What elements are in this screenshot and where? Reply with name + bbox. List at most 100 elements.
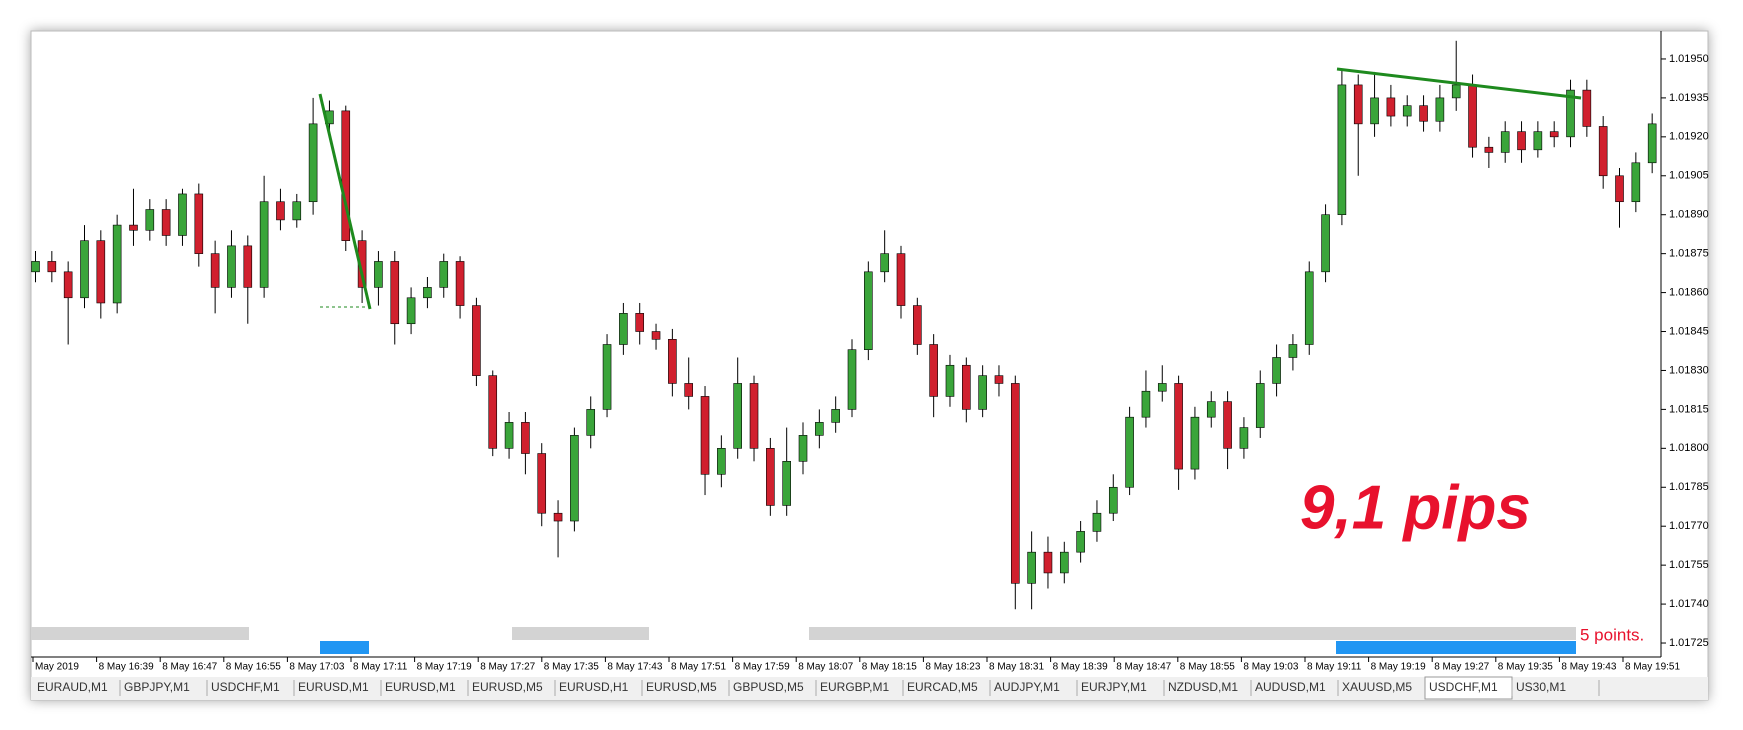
candle-body	[259, 201, 269, 288]
candle	[717, 435, 726, 488]
tab[interactable]: EURGBP,M1	[820, 680, 889, 694]
candle	[1370, 71, 1379, 137]
candle-body	[978, 375, 987, 410]
tab[interactable]: EURAUD,M1	[37, 680, 108, 694]
candle-body	[1141, 390, 1151, 418]
candle-body	[423, 287, 432, 299]
candle	[31, 251, 40, 283]
frame	[30, 30, 1709, 701]
tab[interactable]: XAUUSD,M5	[1342, 680, 1412, 694]
candle-body	[1353, 84, 1363, 125]
tab[interactable]: AUDJPY,M1	[994, 680, 1060, 694]
y-tick-label: 1.01755	[1669, 559, 1709, 571]
tab[interactable]: AUDUSD,M1	[1255, 680, 1326, 694]
candle	[1321, 204, 1330, 283]
tab[interactable]: EURUSD,M5	[646, 680, 717, 694]
candle-body	[831, 409, 840, 423]
candle	[1076, 521, 1085, 563]
x-tick-label: 8 May 17:43	[607, 662, 662, 673]
candle-body	[1517, 131, 1526, 151]
candle	[1566, 79, 1575, 148]
candle-body	[80, 240, 89, 299]
x-tick-label: 8 May 19:11	[1307, 662, 1362, 673]
tab[interactable]: USDCHF,M1	[1429, 680, 1498, 694]
candle-body	[472, 305, 481, 376]
tab[interactable]: EURJPY,M1	[1081, 680, 1147, 694]
tab[interactable]: EURCAD,M5	[907, 680, 978, 694]
candle	[782, 427, 791, 516]
candle-body	[178, 193, 187, 236]
candle	[439, 253, 449, 298]
candle	[831, 396, 840, 433]
candle-body	[782, 461, 791, 506]
candle	[1647, 113, 1657, 174]
candle	[896, 245, 906, 319]
candle-body	[227, 245, 236, 288]
tab[interactable]: GBPUSD,M5	[733, 680, 804, 694]
candle-body	[194, 193, 204, 254]
x-tick-label: 8 May 18:47	[1116, 662, 1171, 673]
candle-body	[1288, 344, 1298, 358]
tab[interactable]: EURUSD,M1	[298, 680, 369, 694]
candle-body	[1223, 401, 1232, 449]
tab[interactable]: EURUSD,M1	[385, 680, 456, 694]
candle-body	[1321, 214, 1330, 273]
candle	[864, 261, 873, 361]
candle-body	[1549, 131, 1559, 138]
candle-body	[63, 271, 73, 299]
candle	[1174, 375, 1183, 490]
candle-body	[1255, 383, 1265, 428]
candle-body	[341, 110, 351, 241]
x-tick-label: 8 May 17:59	[735, 662, 790, 673]
candle	[1386, 84, 1396, 127]
candle-body	[1076, 531, 1085, 553]
candle-body	[651, 331, 661, 340]
candle	[292, 193, 302, 228]
y-tick-label: 1.01860	[1669, 286, 1709, 298]
x-tick-label: 8 May 18:23	[925, 662, 980, 673]
candle	[1288, 334, 1298, 371]
session-bar	[31, 627, 249, 640]
tab[interactable]: GBPJPY,M1	[124, 680, 190, 694]
tab[interactable]: EURUSD,H1	[559, 680, 629, 694]
candle	[733, 357, 742, 459]
candle-body	[602, 344, 612, 410]
y-tick-label: 1.01890	[1669, 209, 1709, 221]
candle	[1631, 152, 1641, 213]
candle-body	[684, 383, 694, 397]
candle	[1125, 406, 1134, 496]
tab[interactable]: USDCHF,M1	[211, 680, 280, 694]
candle-body	[847, 349, 857, 410]
tab[interactable]: EURUSD,M5	[472, 680, 543, 694]
y-tick-label: 1.01935	[1669, 92, 1709, 104]
candle-body	[521, 422, 530, 454]
candle	[1043, 536, 1053, 589]
candle	[276, 188, 285, 231]
x-tick-label: 8 May 17:51	[671, 662, 726, 673]
trendline	[318, 93, 372, 310]
candle	[406, 287, 416, 335]
candle	[243, 235, 253, 324]
candle	[766, 437, 775, 516]
candle-body	[749, 383, 759, 449]
candle-body	[1468, 84, 1477, 148]
y-tick-label: 1.01950	[1669, 53, 1709, 65]
candle-body	[537, 453, 547, 514]
candle-body	[1239, 427, 1249, 449]
candle	[472, 297, 481, 387]
x-tick-label: 8 May 18:39	[1053, 662, 1108, 673]
candle	[1484, 136, 1494, 168]
session-bars	[31, 627, 1576, 654]
candle-body	[129, 224, 138, 231]
candle	[178, 188, 187, 246]
candle-body	[210, 253, 220, 288]
candle-body	[1484, 146, 1494, 153]
tab[interactable]: US30,M1	[1516, 680, 1566, 694]
candle	[1272, 344, 1281, 397]
candle-body	[700, 396, 710, 475]
candle	[668, 328, 677, 397]
candle-body	[733, 383, 742, 449]
tab[interactable]: NZDUSD,M1	[1168, 680, 1238, 694]
candle-body	[243, 245, 253, 288]
candle	[1059, 541, 1069, 584]
